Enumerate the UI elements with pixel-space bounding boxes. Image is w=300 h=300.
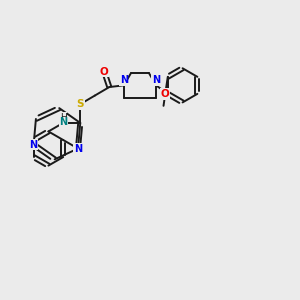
Text: N: N <box>30 140 38 150</box>
Text: N: N <box>59 117 67 127</box>
Text: N: N <box>74 143 82 154</box>
Text: O: O <box>100 67 109 77</box>
Text: N: N <box>120 75 128 85</box>
Text: H: H <box>60 112 67 122</box>
Text: N: N <box>152 75 160 85</box>
Text: S: S <box>76 99 84 109</box>
Text: O: O <box>161 89 170 99</box>
